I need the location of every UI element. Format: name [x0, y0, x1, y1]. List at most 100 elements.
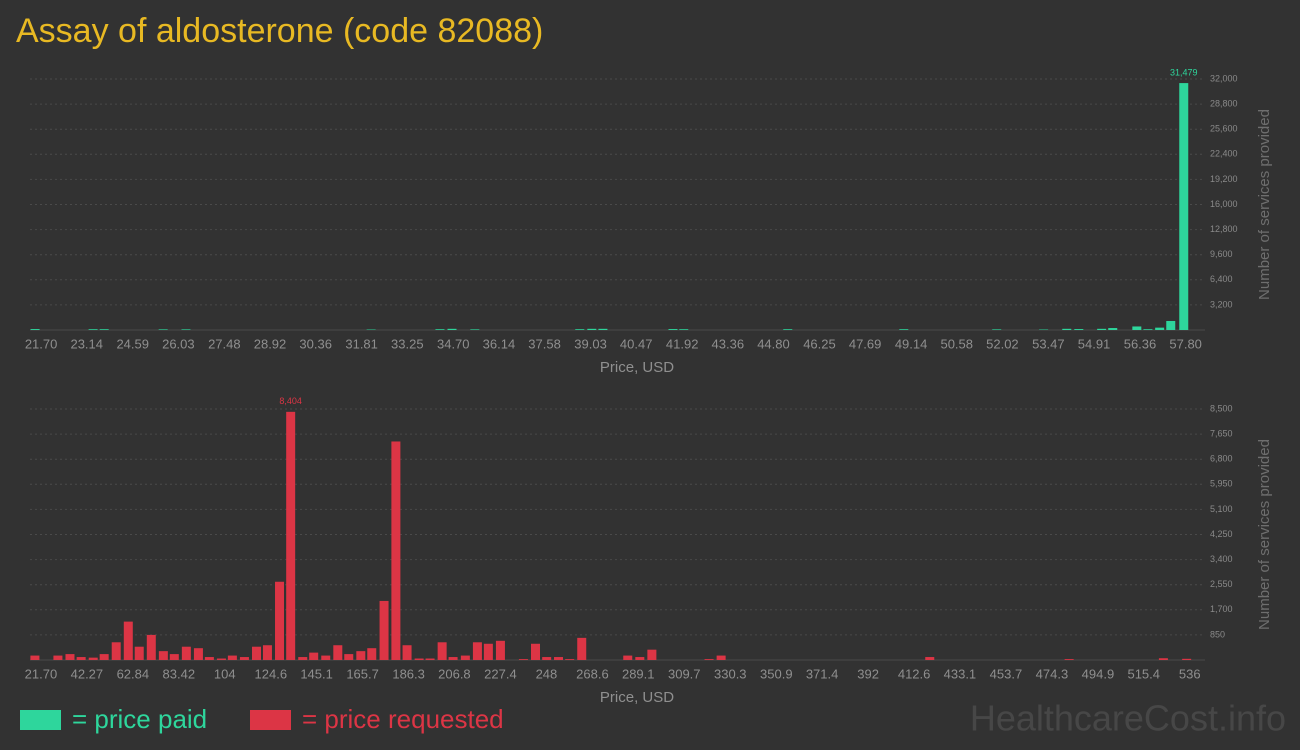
- x-tick-label: 49.14: [895, 336, 928, 351]
- bar: [575, 329, 585, 330]
- x-tick-label: 54.91: [1078, 336, 1111, 351]
- bar: [146, 634, 156, 660]
- bar: [216, 658, 226, 660]
- bar: [437, 642, 447, 660]
- legend-label: = price requested: [302, 704, 504, 734]
- bar: [309, 652, 319, 660]
- x-tick-label: 206.8: [438, 666, 471, 681]
- bar: [239, 657, 249, 660]
- y-tick-label: 850: [1210, 629, 1225, 639]
- bar: [577, 637, 587, 660]
- x-tick-label: 124.6: [255, 666, 288, 681]
- bar: [483, 643, 493, 660]
- bar: [391, 441, 401, 660]
- x-tick-label: 52.02: [986, 336, 1019, 351]
- bar: [76, 657, 86, 660]
- bar: [623, 655, 633, 660]
- bar: [992, 329, 1002, 330]
- bar: [447, 328, 457, 330]
- bar: [899, 329, 909, 330]
- bar: [111, 642, 121, 660]
- bar: [204, 657, 214, 660]
- x-tick-label: 371.4: [806, 666, 839, 681]
- bar: [286, 411, 296, 660]
- x-tick-label: 30.36: [299, 336, 332, 351]
- legend-swatch: [250, 710, 291, 730]
- y-tick-label: 7,650: [1210, 428, 1233, 438]
- x-tick-label: 186.3: [392, 666, 425, 681]
- bar: [668, 329, 678, 330]
- y-tick-label: 6,400: [1210, 274, 1233, 284]
- x-tick-label: 433.1: [944, 666, 977, 681]
- bar: [1179, 83, 1189, 330]
- x-tick-label: 392: [857, 666, 879, 681]
- x-tick-label: 26.03: [162, 336, 195, 351]
- y-tick-label: 19,200: [1210, 174, 1238, 184]
- x-tick-label: 412.6: [898, 666, 931, 681]
- y-tick-label: 2,550: [1210, 579, 1233, 589]
- x-tick-label: 57.80: [1169, 336, 1202, 351]
- bar: [181, 646, 191, 660]
- x-tick-label: 309.7: [668, 666, 701, 681]
- y-tick-label: 28,800: [1210, 98, 1238, 108]
- x-tick-label: 36.14: [483, 336, 516, 351]
- bar: [30, 655, 40, 660]
- bar: [402, 645, 412, 660]
- bar: [227, 655, 237, 660]
- x-tick-label: 494.9: [1082, 666, 1115, 681]
- bar: [1097, 328, 1107, 330]
- bar: [356, 651, 366, 660]
- x-tick-label: 42.27: [71, 666, 104, 681]
- bar: [530, 643, 540, 660]
- x-tick-label: 46.25: [803, 336, 836, 351]
- y-axis-label: Number of services provided: [1256, 439, 1273, 630]
- bar: [333, 645, 343, 660]
- bar: [1064, 659, 1074, 660]
- x-tick-label: 453.7: [990, 666, 1023, 681]
- y-tick-label: 3,400: [1210, 554, 1233, 564]
- bar: [1132, 326, 1142, 330]
- bar: [435, 329, 445, 330]
- y-tick-label: 5,950: [1210, 479, 1233, 489]
- x-tick-label: 289.1: [622, 666, 655, 681]
- bar: [925, 657, 935, 660]
- x-tick-label: 37.58: [528, 336, 561, 351]
- bar: [123, 621, 133, 660]
- bar: [169, 654, 179, 660]
- bar: [1166, 320, 1176, 330]
- y-tick-label: 1,700: [1210, 604, 1233, 614]
- x-tick-label: 33.25: [391, 336, 424, 351]
- bar: [65, 654, 75, 660]
- bar: [448, 657, 458, 660]
- y-tick-label: 32,000: [1210, 73, 1238, 83]
- bar: [425, 658, 435, 660]
- x-tick-label: 28.92: [254, 336, 287, 351]
- bar: [99, 329, 109, 330]
- y-tick-label: 4,250: [1210, 529, 1233, 539]
- x-tick-label: 39.03: [574, 336, 607, 351]
- x-tick-label: 536: [1179, 666, 1201, 681]
- y-tick-label: 5,100: [1210, 504, 1233, 514]
- y-tick-label: 25,600: [1210, 124, 1238, 134]
- bar: [88, 657, 98, 660]
- bar: [598, 328, 608, 330]
- bar: [1158, 658, 1168, 660]
- chart-title: Assay of aldosterone (code 82088): [16, 12, 543, 50]
- bar: [321, 655, 331, 660]
- bar: [470, 329, 480, 330]
- x-tick-label: 248: [536, 666, 558, 681]
- x-tick-label: 27.48: [208, 336, 241, 351]
- bar: [1143, 329, 1153, 330]
- x-tick-label: 44.80: [757, 336, 790, 351]
- x-tick-label: 145.1: [300, 666, 333, 681]
- bar: [472, 642, 482, 660]
- data-label: 31,479: [1170, 67, 1198, 77]
- bar: [344, 654, 354, 660]
- bar: [298, 657, 308, 660]
- bar: [275, 581, 285, 660]
- y-tick-label: 16,000: [1210, 199, 1238, 209]
- x-tick-label: 350.9: [760, 666, 793, 681]
- bar: [1062, 328, 1072, 330]
- bar: [181, 329, 191, 330]
- x-axis-label: Price, USD: [600, 359, 674, 376]
